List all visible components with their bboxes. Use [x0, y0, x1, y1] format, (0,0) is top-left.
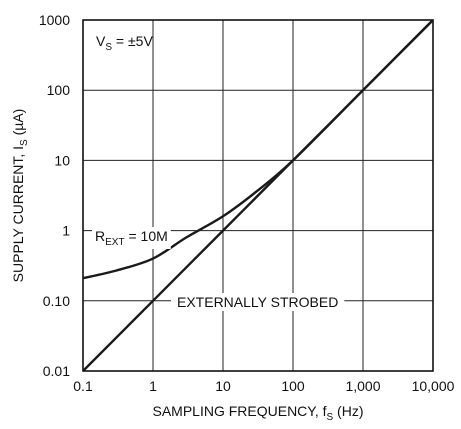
series-group: [82, 19, 434, 372]
x-axis-title-sub: S: [327, 412, 334, 423]
y-axis-title-sub: S: [19, 139, 30, 146]
y-axis-title-main: SUPPLY CURRENT, I: [10, 146, 26, 282]
plot-frame: [82, 19, 434, 372]
x-tick-label: 10,000: [412, 378, 455, 394]
series-rext-10m: [82, 19, 434, 280]
x-tick-label: 100: [281, 378, 305, 394]
x-axis-title-unit: (Hz): [333, 403, 363, 419]
vs-label: VS = ±5V: [96, 33, 153, 53]
x-tick-label: 0.1: [73, 378, 93, 394]
y-tick-label: 0.10: [43, 293, 70, 309]
y-tick-label: 100: [47, 82, 71, 98]
rext-label: REXT = 10M: [95, 228, 168, 248]
x-tick-label: 10: [215, 378, 231, 394]
y-tick-label: 10: [54, 152, 70, 168]
vs-rest: = ±5V: [112, 33, 153, 49]
rext-sub: EXT: [105, 237, 124, 248]
x-tick-label: 1: [149, 378, 157, 394]
rext-label-bg: [92, 227, 171, 249]
x-axis-title: SAMPLING FREQUENCY, fS (Hz): [152, 403, 363, 423]
y-axis-title: SUPPLY CURRENT, IS (µA): [10, 109, 30, 283]
rext-main: R: [95, 228, 105, 244]
y-tick-label: 1: [62, 223, 70, 239]
strobed-label: EXTERNALLY STROBED: [177, 294, 338, 310]
vs-sub: S: [105, 42, 112, 53]
x-tick-label: 1,000: [345, 378, 380, 394]
y-axis-title-unit: (µA): [10, 109, 26, 140]
strobed-label-bg: [171, 293, 345, 311]
y-tick-labels: 0.01 0.10 1 10 100 1000: [39, 12, 70, 379]
rext-rest: = 10M: [125, 228, 168, 244]
y-tick-label: 1000: [39, 12, 70, 28]
x-tick-labels: 0.1 1 10 100 1,000 10,000: [73, 378, 454, 394]
x-axis-title-main: SAMPLING FREQUENCY, f: [152, 403, 326, 419]
y-tick-label: 0.01: [43, 363, 70, 379]
vs-main: V: [96, 33, 106, 49]
